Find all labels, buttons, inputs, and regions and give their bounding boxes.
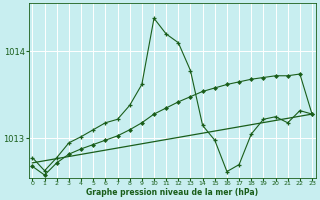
X-axis label: Graphe pression niveau de la mer (hPa): Graphe pression niveau de la mer (hPa) <box>86 188 258 197</box>
